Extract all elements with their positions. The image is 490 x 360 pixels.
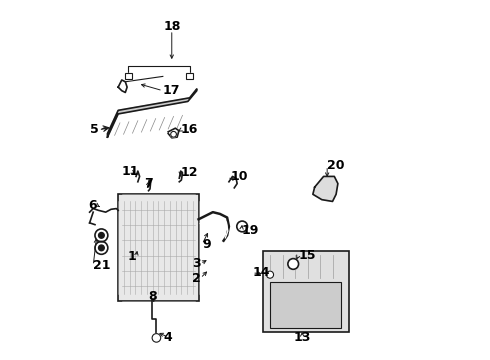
Bar <box>124 73 132 79</box>
Text: 7: 7 <box>144 177 153 190</box>
Text: 3: 3 <box>192 257 200 270</box>
Text: 4: 4 <box>164 331 172 344</box>
Text: 11: 11 <box>122 165 140 177</box>
Text: 16: 16 <box>181 123 198 136</box>
Text: 2: 2 <box>192 272 200 285</box>
Bar <box>124 73 132 79</box>
Text: 19: 19 <box>242 224 259 237</box>
Circle shape <box>171 131 176 137</box>
Bar <box>186 73 193 79</box>
Polygon shape <box>107 89 197 137</box>
Circle shape <box>98 245 104 251</box>
Text: 12: 12 <box>181 166 198 179</box>
Text: 14: 14 <box>252 266 270 279</box>
Text: 18: 18 <box>163 20 180 33</box>
Text: 10: 10 <box>231 170 248 183</box>
Text: 17: 17 <box>163 84 180 97</box>
Text: 9: 9 <box>202 238 211 251</box>
Text: 1: 1 <box>127 250 136 263</box>
Text: 6: 6 <box>88 198 97 212</box>
Text: 5: 5 <box>90 123 98 136</box>
Text: 21: 21 <box>93 259 111 272</box>
Polygon shape <box>313 176 338 202</box>
Bar <box>263 251 348 332</box>
Circle shape <box>288 258 298 269</box>
Bar <box>118 194 198 301</box>
Text: 13: 13 <box>294 331 311 344</box>
Bar <box>186 73 193 79</box>
Circle shape <box>95 242 108 254</box>
Text: 8: 8 <box>148 289 156 303</box>
Text: 20: 20 <box>327 159 344 172</box>
Text: 15: 15 <box>298 248 316 261</box>
Circle shape <box>237 221 247 232</box>
Circle shape <box>95 229 108 242</box>
Bar <box>270 282 342 328</box>
Circle shape <box>267 271 273 278</box>
Circle shape <box>98 233 104 238</box>
Circle shape <box>152 334 161 342</box>
